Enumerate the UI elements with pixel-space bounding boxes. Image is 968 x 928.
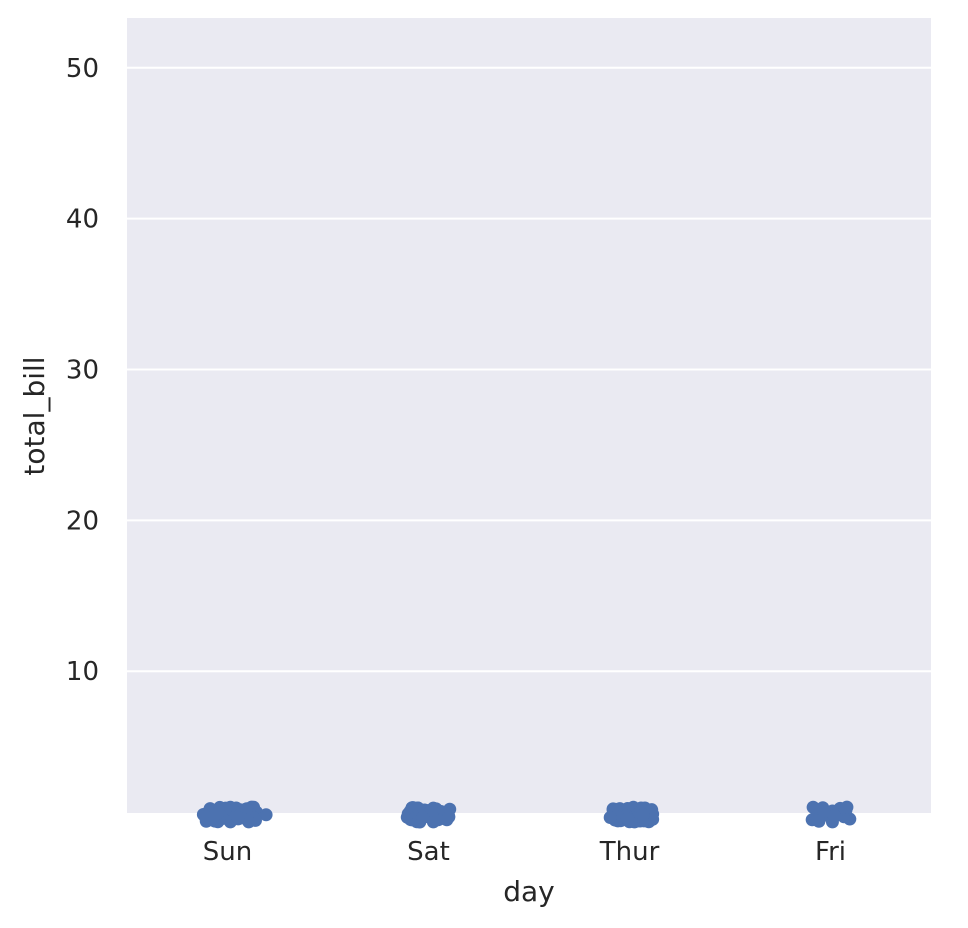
data-point xyxy=(817,803,831,817)
data-point xyxy=(806,800,820,814)
x-axis-label: day xyxy=(503,875,555,908)
data-points xyxy=(196,800,857,829)
data-point xyxy=(603,811,617,825)
data-point xyxy=(231,811,245,825)
x-tick-label: Fri xyxy=(815,837,846,867)
x-tick-label: Sun xyxy=(203,837,252,867)
data-point xyxy=(621,812,635,826)
data-point xyxy=(208,808,222,822)
data-point xyxy=(442,810,456,824)
y-tick-label: 20 xyxy=(66,506,99,536)
data-point xyxy=(198,810,212,824)
data-point xyxy=(424,803,438,817)
grid-lines xyxy=(127,66,931,673)
data-point xyxy=(827,809,841,823)
y-axis-ticks: 10 20 30 40 50 xyxy=(66,54,99,687)
y-tick-label: 30 xyxy=(66,355,99,385)
x-tick-label: Sat xyxy=(407,837,450,867)
y-axis-label: total_bill xyxy=(18,356,51,475)
data-point xyxy=(812,814,826,828)
x-tick-label: Thur xyxy=(599,837,660,867)
plot-area-background xyxy=(127,18,931,813)
x-axis-ticks: Sun Sat Thur Fri xyxy=(203,837,846,867)
data-point xyxy=(840,800,854,814)
data-point xyxy=(636,808,650,822)
data-point xyxy=(416,811,430,825)
y-tick-label: 40 xyxy=(66,205,99,235)
y-tick-label: 10 xyxy=(66,657,99,687)
y-tick-label: 50 xyxy=(66,54,99,84)
